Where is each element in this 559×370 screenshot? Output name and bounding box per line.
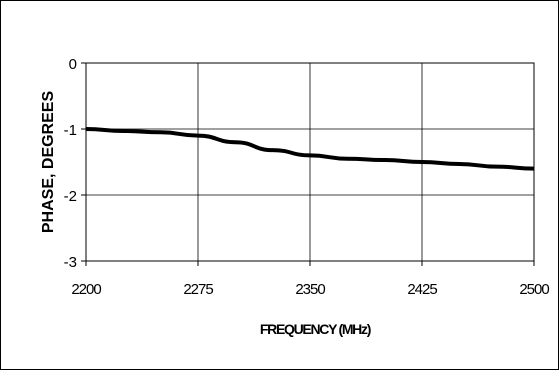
y-tick-label: -1 xyxy=(64,122,77,139)
y-tick-label: -3 xyxy=(64,254,77,271)
x-tick-label: 2425 xyxy=(407,281,437,298)
x-tick-label: 2500 xyxy=(519,281,549,298)
x-axis-ticks: 2200 2275 2350 2425 2500 xyxy=(71,261,550,298)
y-tick-label: -2 xyxy=(64,188,77,205)
grid xyxy=(85,62,535,262)
x-axis-label: FREQUENCY (MHz) xyxy=(260,321,371,337)
y-axis-ticks: 0 -1 -2 -3 xyxy=(64,56,86,271)
series-line xyxy=(85,127,535,171)
series-group xyxy=(85,127,535,171)
y-axis-label: PHASE, DEGREES xyxy=(40,91,57,234)
x-tick-label: 2275 xyxy=(183,281,213,298)
x-tick-label: 2200 xyxy=(71,281,101,298)
y-tick-label: 0 xyxy=(69,56,77,73)
x-tick-label: 2350 xyxy=(295,281,325,298)
